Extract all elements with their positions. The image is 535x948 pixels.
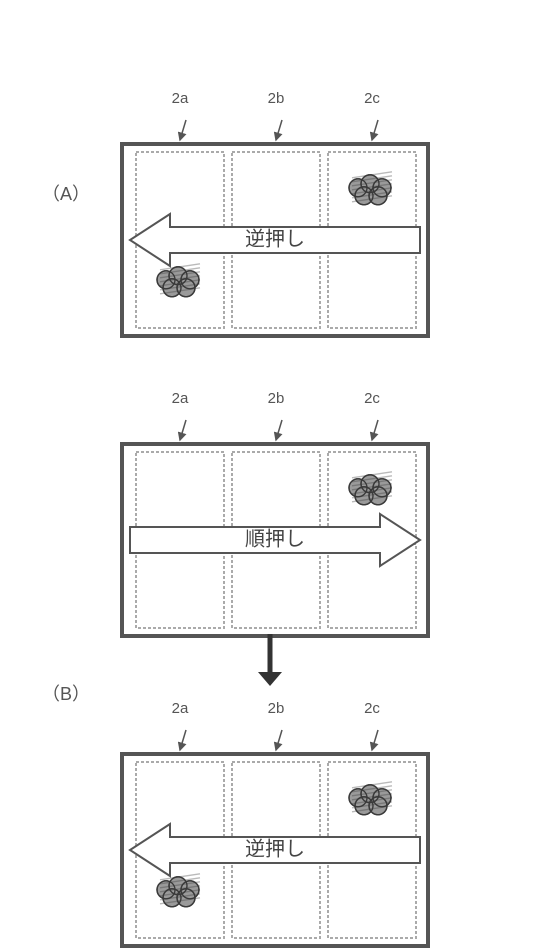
- bonus-symbol-icon: [349, 472, 392, 505]
- bonus-symbol-icon: [157, 874, 200, 907]
- reel-cell: [328, 854, 416, 938]
- reel-cell: [328, 244, 416, 328]
- column-label: 2c: [332, 90, 412, 107]
- reel-cell: [136, 152, 224, 236]
- reel-cell: [232, 452, 320, 536]
- slot-panel: 2a 2b 2c 逆押し: [120, 700, 430, 948]
- bonus-symbol-icon: [349, 782, 392, 815]
- down-arrow-icon: [250, 632, 290, 688]
- column-labels: 2a 2b 2c: [120, 90, 430, 118]
- svg-text:逆押し: 逆押し: [245, 837, 305, 860]
- column-label: 2c: [332, 700, 412, 717]
- svg-text:逆押し: 逆押し: [245, 227, 305, 250]
- reel-cell: [232, 854, 320, 938]
- reel-cell: [328, 544, 416, 628]
- reel-cell: [232, 544, 320, 628]
- column-labels: 2a 2b 2c: [120, 700, 430, 728]
- column-label: 2a: [140, 390, 220, 407]
- reel-cell: [232, 152, 320, 236]
- reel-cell: [232, 244, 320, 328]
- reel-cell: [136, 762, 224, 846]
- panel-frame: 順押し: [120, 442, 430, 638]
- column-label: 2c: [332, 390, 412, 407]
- panel-frame: 逆押し: [120, 142, 430, 338]
- column-label: 2a: [140, 700, 220, 717]
- section-label-a: （A）: [42, 180, 90, 206]
- reel-cell: [136, 452, 224, 536]
- column-callouts: [120, 728, 430, 752]
- column-label: 2b: [236, 90, 316, 107]
- bonus-symbol-icon: [157, 264, 200, 297]
- column-callouts: [120, 118, 430, 142]
- panel-frame: 逆押し: [120, 752, 430, 948]
- slot-panel: 2a 2b 2c 逆押し: [120, 90, 430, 338]
- svg-text:順押し: 順押し: [245, 527, 305, 550]
- page: （A） （B） 2a 2b 2c 逆押し 2a 2b 2c 順押し 2a 2b 2c 逆押し: [0, 0, 535, 945]
- section-label-b: （B）: [42, 680, 90, 706]
- bonus-symbol-icon: [349, 172, 392, 205]
- slot-panel: 2a 2b 2c 順押し: [120, 390, 430, 638]
- column-label: 2b: [236, 700, 316, 717]
- column-label: 2a: [140, 90, 220, 107]
- reel-cell: [232, 762, 320, 846]
- column-labels: 2a 2b 2c: [120, 390, 430, 418]
- column-callouts: [120, 418, 430, 442]
- column-label: 2b: [236, 390, 316, 407]
- reel-cell: [136, 544, 224, 628]
